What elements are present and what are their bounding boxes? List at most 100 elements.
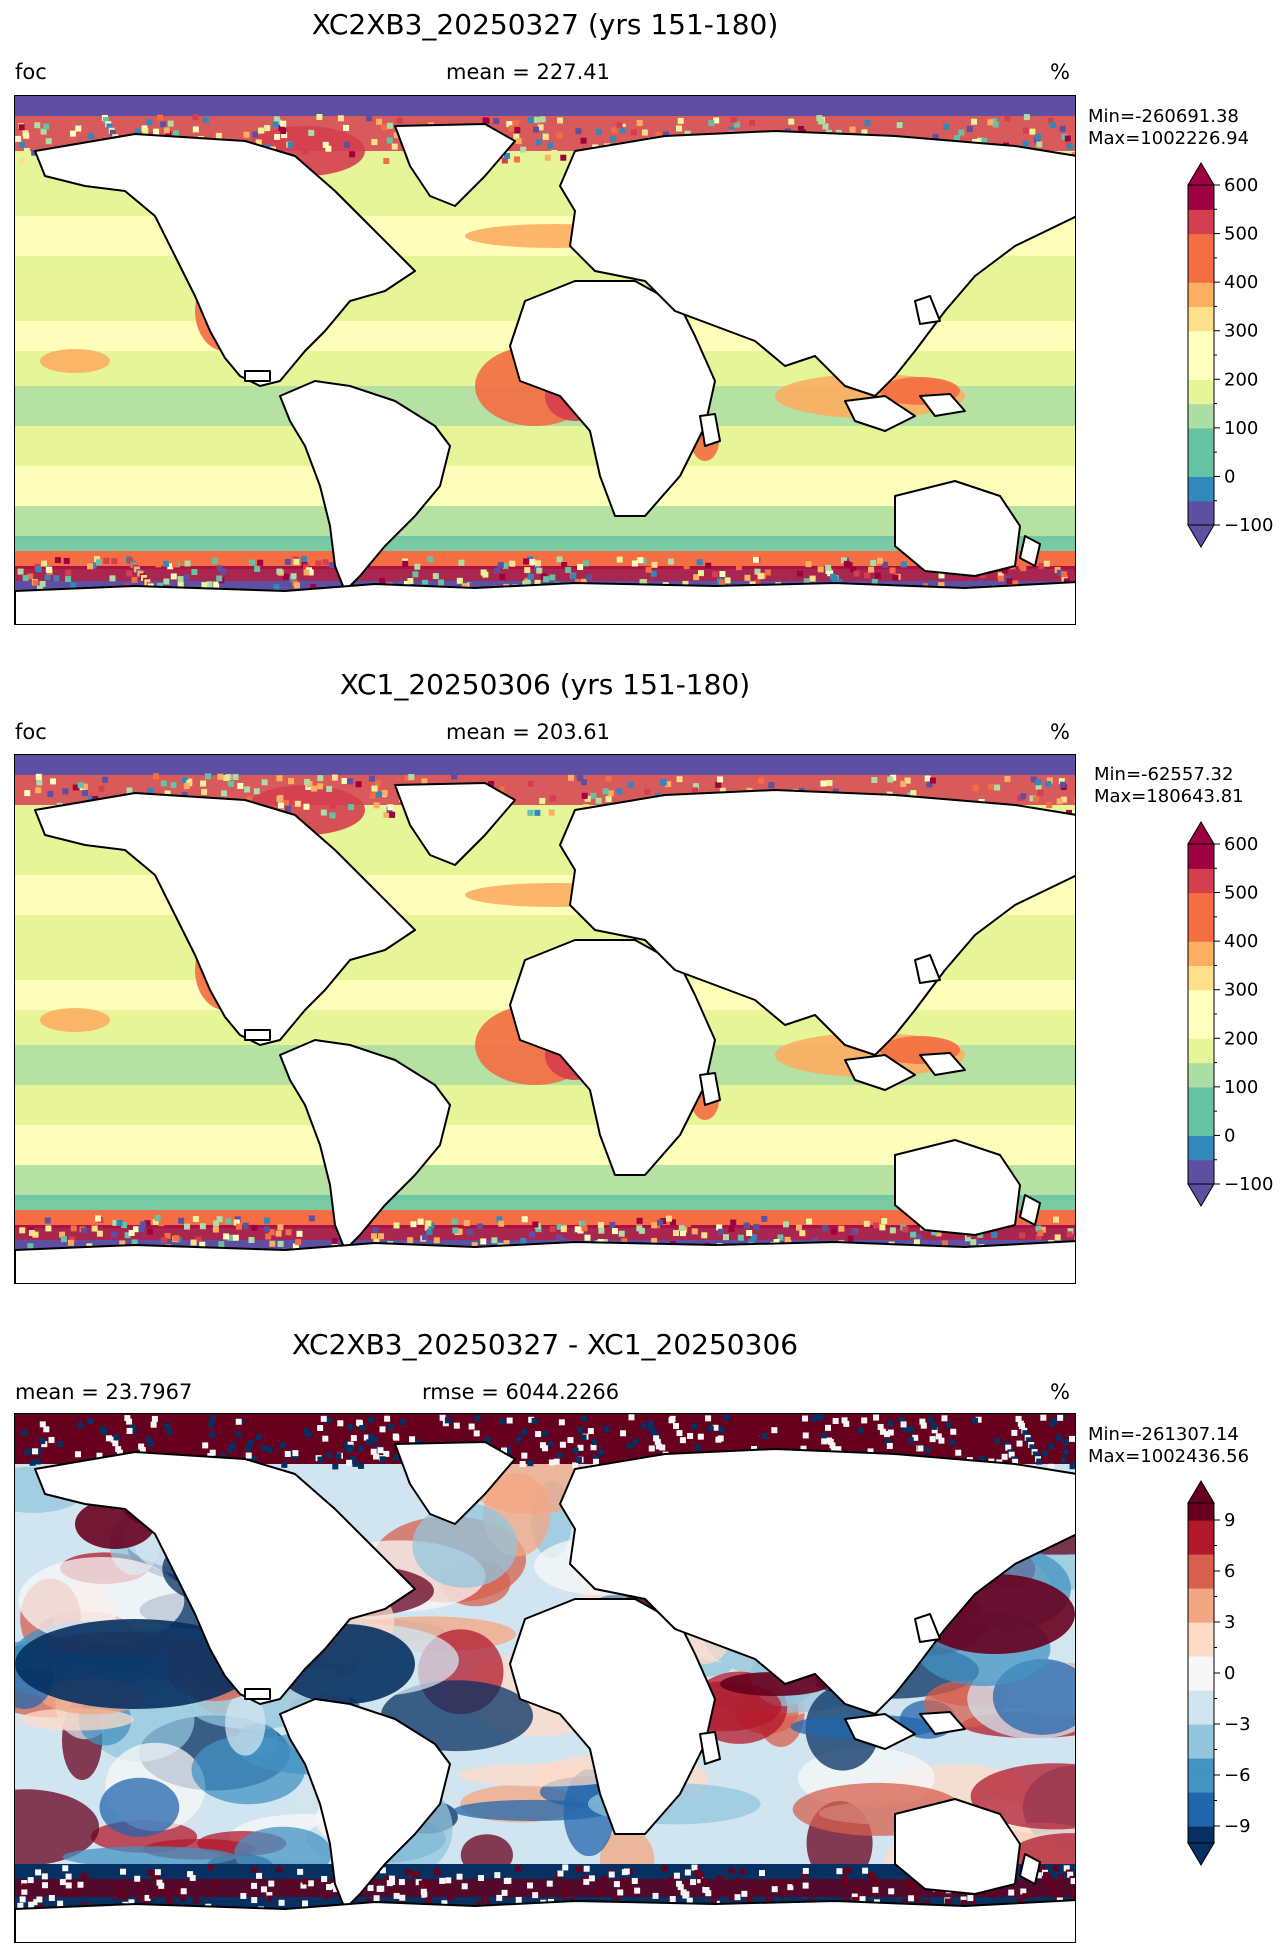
southern-speckle bbox=[57, 1900, 64, 1907]
arctic-speckle bbox=[329, 802, 336, 809]
southern-speckle bbox=[1075, 563, 1076, 569]
arctic-speckle bbox=[280, 120, 287, 127]
southern-speckle bbox=[482, 1218, 489, 1225]
southern-speckle bbox=[216, 1216, 223, 1223]
southern-speckle bbox=[598, 1227, 605, 1234]
arctic-speckle bbox=[912, 1434, 919, 1441]
arctic-speckle bbox=[115, 1446, 122, 1453]
southern-speckle bbox=[1057, 1874, 1064, 1881]
arctic-speckle bbox=[660, 779, 667, 786]
arctic-speckle bbox=[503, 152, 510, 159]
arctic-speckle bbox=[577, 1426, 584, 1433]
southern-speckle bbox=[21, 1879, 28, 1886]
colorbar-tick-label: 600 bbox=[1224, 834, 1258, 855]
land-north-america bbox=[34, 133, 416, 387]
southern-speckle bbox=[1070, 1878, 1075, 1885]
southern-speckle bbox=[96, 1230, 103, 1237]
southern-speckle bbox=[784, 1236, 791, 1243]
colorbar-tick-label: 9 bbox=[1224, 1510, 1235, 1531]
southern-speckle bbox=[634, 1887, 641, 1894]
arctic-speckle bbox=[209, 1415, 216, 1422]
southern-speckle bbox=[915, 1233, 922, 1240]
southern-speckle bbox=[934, 1889, 941, 1896]
arctic-speckle bbox=[376, 118, 383, 125]
panel3-map bbox=[14, 1413, 1076, 1943]
arctic-speckle bbox=[151, 1415, 158, 1422]
southern-speckle bbox=[77, 1881, 84, 1888]
arctic-speckle bbox=[919, 1418, 926, 1425]
arctic-speckle bbox=[277, 802, 284, 809]
arctic-speckle bbox=[352, 1460, 359, 1467]
southern-speckle bbox=[307, 1880, 314, 1887]
arctic-speckle bbox=[987, 119, 994, 126]
arctic-speckle bbox=[932, 133, 939, 140]
southern-speckle bbox=[565, 567, 572, 574]
southern-speckle bbox=[529, 559, 536, 566]
arctic-speckle bbox=[386, 137, 393, 144]
southern-speckle bbox=[157, 582, 164, 589]
arctic-speckle bbox=[255, 1434, 262, 1441]
southern-speckle bbox=[119, 1240, 126, 1247]
arctic-speckle bbox=[715, 781, 722, 788]
southern-speckle bbox=[32, 579, 39, 586]
arctic-speckle bbox=[157, 114, 164, 121]
arctic-speckle bbox=[320, 1415, 327, 1422]
arctic-speckle bbox=[679, 1437, 686, 1444]
arctic-speckle bbox=[96, 1452, 103, 1459]
arctic-speckle bbox=[488, 780, 495, 787]
southern-speckle bbox=[1054, 1234, 1061, 1241]
southern-speckle bbox=[321, 1875, 328, 1882]
southern-speckle bbox=[371, 1233, 378, 1240]
arctic-speckle bbox=[39, 1421, 46, 1428]
arctic-speckle bbox=[616, 122, 623, 129]
arctic-speckle bbox=[235, 1418, 242, 1425]
colorbar-segment bbox=[1188, 989, 1214, 1015]
arctic-speckle bbox=[36, 1448, 43, 1455]
arctic-speckle bbox=[102, 776, 109, 783]
southern-speckle bbox=[728, 1225, 735, 1232]
arctic-speckle bbox=[77, 1422, 84, 1429]
southern-speckle bbox=[718, 1228, 725, 1235]
arctic-speckle bbox=[697, 1433, 704, 1440]
arctic-speckle bbox=[215, 132, 222, 139]
arctic-speckle bbox=[347, 1424, 354, 1431]
southern-speckle bbox=[912, 1891, 919, 1898]
southern-speckle bbox=[456, 1228, 463, 1235]
southern-speckle bbox=[1067, 1871, 1074, 1878]
southern-speckle bbox=[131, 1239, 138, 1246]
southern-speckle bbox=[65, 576, 72, 583]
arctic-speckle bbox=[527, 116, 534, 123]
arctic-speckle bbox=[128, 1424, 135, 1431]
southern-speckle bbox=[690, 1879, 697, 1886]
arctic-speckle bbox=[636, 119, 643, 126]
southern-speckle bbox=[561, 562, 568, 569]
southern-speckle bbox=[425, 1897, 432, 1904]
southern-speckle bbox=[414, 563, 421, 570]
arctic-speckle bbox=[580, 1434, 587, 1441]
arctic-speckle bbox=[931, 1423, 938, 1430]
arctic-speckle bbox=[544, 154, 551, 161]
arctic-speckle bbox=[991, 118, 998, 125]
arctic-speckle bbox=[712, 1424, 719, 1431]
southern-speckle bbox=[60, 1236, 67, 1243]
southern-speckle bbox=[640, 558, 647, 565]
arctic-speckle bbox=[871, 776, 878, 783]
southern-speckle bbox=[286, 1878, 293, 1885]
southern-speckle bbox=[855, 1886, 862, 1893]
arctic-speckle bbox=[1046, 777, 1053, 784]
arctic-speckle bbox=[972, 784, 979, 791]
southern-speckle bbox=[1006, 578, 1013, 585]
colorbar-segment bbox=[1188, 476, 1214, 502]
ocean-band bbox=[15, 536, 1075, 554]
southern-speckle bbox=[434, 1887, 441, 1894]
arctic-speckle bbox=[938, 1437, 945, 1444]
arctic-speckle bbox=[320, 809, 327, 816]
southern-speckle bbox=[864, 572, 871, 579]
southern-speckle bbox=[388, 1875, 395, 1882]
panel1-min: Min=-260691.38 bbox=[1088, 106, 1239, 127]
arctic-speckle bbox=[499, 1418, 506, 1425]
arctic-speckle bbox=[1020, 793, 1027, 800]
southern-speckle bbox=[1035, 1872, 1042, 1879]
southern-speckle bbox=[63, 557, 70, 564]
southern-speckle bbox=[379, 1867, 386, 1874]
